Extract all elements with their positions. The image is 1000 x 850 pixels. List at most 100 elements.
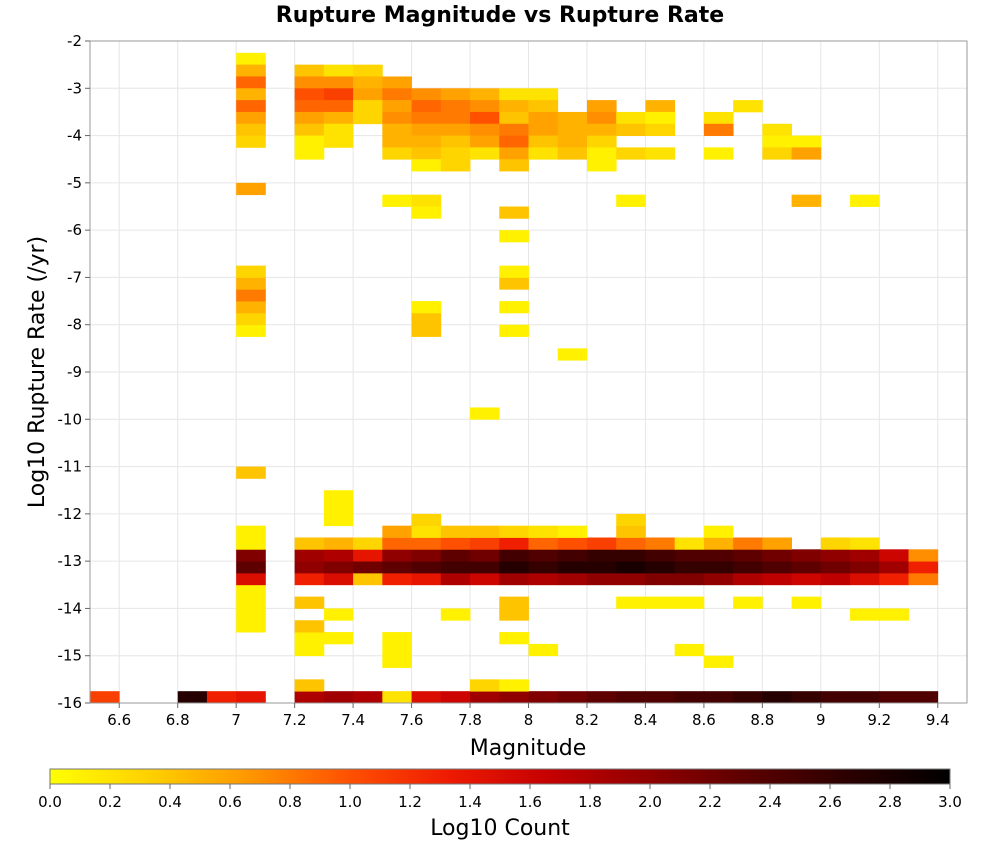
- heatmap-cell: [236, 111, 266, 125]
- heatmap-cell: [411, 88, 442, 101]
- y-tick-label: -13: [58, 552, 83, 570]
- heatmap-cell: [703, 549, 734, 562]
- heatmap-cell: [528, 525, 559, 538]
- heatmap-cell: [499, 147, 529, 160]
- heatmap-cell: [294, 88, 325, 101]
- heatmap-cell: [762, 691, 792, 704]
- heatmap-cell: [294, 111, 325, 125]
- heatmap-cell: [353, 111, 383, 125]
- heatmap-cell: [236, 289, 266, 302]
- x-axis-ticks: 6.6 6.8 7 7.2 7.4 7.6 7.8 8 8.2 8.4 8.6 8.8 9 9.2 9.4: [107, 703, 950, 729]
- heatmap-cell: [294, 64, 325, 77]
- heatmap-cell: [908, 561, 939, 574]
- heatmap-cell: [791, 194, 822, 207]
- colorbar: [49, 768, 951, 785]
- heatmap-cell: [557, 525, 588, 538]
- heatmap-cell: [557, 123, 588, 136]
- heatmap-cell: [470, 407, 500, 420]
- y-tick-label: -4: [67, 127, 82, 145]
- heatmap-cell: [791, 596, 822, 609]
- heatmap-cell: [703, 537, 734, 550]
- y-tick-label: -14: [58, 599, 83, 617]
- heatmap-cell: [528, 88, 559, 101]
- heatmap-cell: [294, 123, 325, 136]
- heatmap-cell: [411, 301, 442, 314]
- heatmap-cell: [323, 111, 354, 125]
- heatmap-cell: [674, 537, 705, 550]
- heatmap-cell: [353, 549, 383, 562]
- heatmap-cell: [528, 643, 559, 657]
- heatmap-cell: [645, 596, 676, 609]
- colorbar-tick-label: 2.2: [698, 793, 722, 811]
- heatmap-cell: [440, 608, 471, 621]
- heatmap-cell: [762, 561, 792, 574]
- heatmap-cell: [762, 123, 792, 136]
- heatmap-cell: [440, 691, 471, 704]
- heatmap-cell: [440, 123, 471, 136]
- heatmap-cell: [382, 147, 412, 160]
- heatmap-cell: [382, 194, 412, 207]
- heatmap-cell: [820, 561, 851, 574]
- heatmap-cell: [323, 88, 354, 101]
- heatmap-cell: [382, 111, 412, 125]
- heatmap-cell: [440, 147, 471, 160]
- x-tick-label: 9: [816, 711, 826, 729]
- y-tick-label: -6: [67, 221, 82, 239]
- heatmap-cell: [879, 572, 909, 586]
- heatmap-cell: [528, 135, 559, 148]
- heatmap-cell: [528, 691, 559, 704]
- y-tick-label: -5: [67, 174, 82, 192]
- heatmap-cell: [470, 561, 500, 574]
- heatmap-cell: [440, 525, 471, 538]
- heatmap-cell: [499, 525, 529, 538]
- heatmap-cell: [733, 537, 763, 550]
- heatmap-cell: [323, 490, 354, 503]
- heatmap-cell: [353, 572, 383, 586]
- heatmap-cell: [820, 691, 851, 704]
- heatmap-cell: [762, 135, 792, 148]
- heatmap-cell: [586, 100, 617, 113]
- heatmap-cell: [294, 549, 325, 562]
- heatmap-cell: [557, 147, 588, 160]
- heatmap-cell: [323, 691, 354, 704]
- heatmap-cell: [382, 88, 412, 101]
- heatmap-cell: [382, 632, 412, 645]
- heatmap-cell: [382, 691, 412, 704]
- colorbar-tick-label: 0.0: [38, 793, 62, 811]
- heatmap-cell: [733, 691, 763, 704]
- heatmap-cell: [557, 561, 588, 574]
- heatmap-cell: [499, 632, 529, 645]
- heatmap-cell: [528, 537, 559, 550]
- heatmap-cell: [528, 147, 559, 160]
- heatmap-cell: [499, 691, 529, 704]
- heatmap-cell: [586, 111, 617, 125]
- heatmap-cell: [294, 147, 325, 160]
- heatmap-cell: [616, 513, 646, 527]
- heatmap-cell: [353, 76, 383, 89]
- colorbar-ticks: 0.0 0.2 0.4 0.6 0.8 1.0 1.2 1.4 1.6 1.8 2.0 2.2 2.4 2…: [38, 784, 962, 811]
- heatmap-cell: [353, 88, 383, 101]
- colorbar-tick-label: 0.6: [218, 793, 242, 811]
- heatmap-cell: [879, 691, 909, 704]
- heatmap-cell: [499, 679, 529, 692]
- heatmap-cell: [470, 111, 500, 125]
- heatmap-cell: [586, 123, 617, 136]
- heatmap-cell: [382, 525, 412, 538]
- heatmap-cell: [411, 111, 442, 125]
- heatmap-cell: [586, 135, 617, 148]
- heatmap-cell: [470, 549, 500, 562]
- x-tick-label: 7: [231, 711, 241, 729]
- heatmap-cell: [499, 265, 529, 278]
- heatmap-cell: [499, 135, 529, 148]
- heatmap-cell: [470, 123, 500, 136]
- heatmap-cell: [645, 572, 676, 586]
- heatmap-cell: [499, 230, 529, 243]
- colorbar-tick-label: 1.2: [398, 793, 422, 811]
- heatmap-cell: [674, 561, 705, 574]
- heatmap-cell: [703, 572, 734, 586]
- heatmap-cell: [674, 549, 705, 562]
- heatmap-cell: [499, 159, 529, 172]
- x-tick-label: 7.2: [283, 711, 307, 729]
- heatmap-cell: [499, 206, 529, 219]
